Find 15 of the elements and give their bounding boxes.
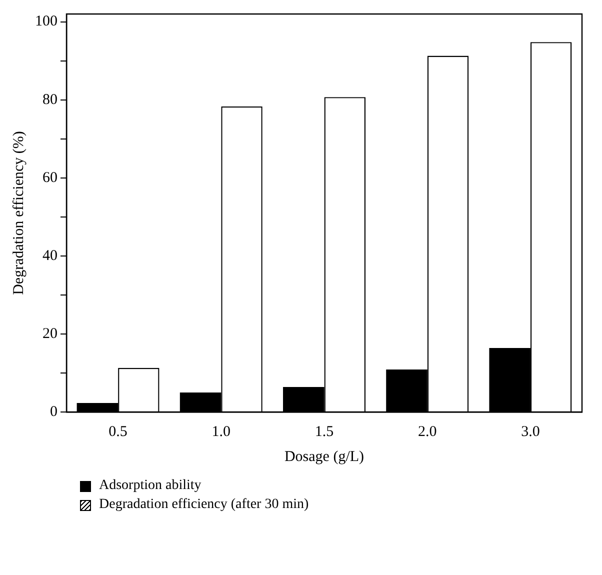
- y-tick-label: 100: [35, 14, 58, 30]
- y-tick-label: 80: [42, 92, 58, 108]
- y-tick-label: 20: [42, 326, 58, 342]
- x-tick-label: 0.5: [108, 424, 128, 440]
- legend-label: Adsorption ability: [99, 478, 202, 494]
- legend-label: Degradation efficiency (after 30 min): [99, 497, 309, 513]
- x-tick-label: 3.0: [521, 424, 540, 440]
- y-tick-label: 0: [50, 404, 58, 420]
- y-tick-label: 40: [42, 248, 58, 264]
- y-tick-label: 60: [42, 170, 58, 186]
- x-tick-label: 1.0: [212, 424, 231, 440]
- x-tick-label: 1.5: [314, 424, 334, 440]
- x-axis-title: Dosage (g/L): [284, 448, 364, 465]
- x-tick-label: 2.0: [418, 424, 437, 440]
- y-axis-title: Degradation efficiency (%): [10, 131, 27, 295]
